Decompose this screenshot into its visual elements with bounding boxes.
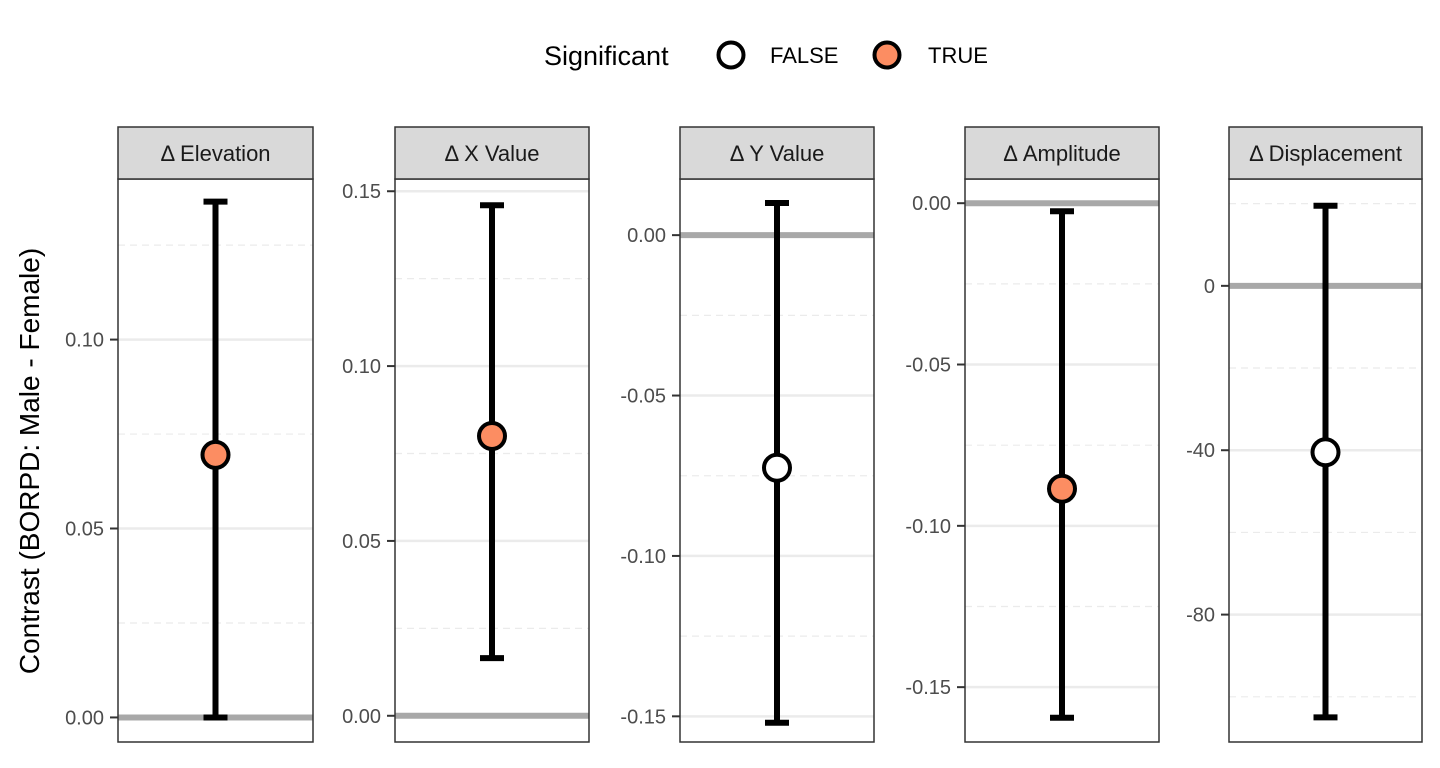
facet-strip-label: Δ X Value [444, 141, 539, 166]
facet-strip [1228, 126, 1423, 180]
point-estimate [1310, 437, 1341, 468]
facet-strip [964, 126, 1160, 180]
y-tick-label: -0.15 [905, 677, 951, 699]
legend-label-false: FALSE [770, 43, 838, 68]
panel-4: 0 -40 -80 Δ Displacement [1186, 126, 1423, 743]
facet-strip-label: Δ Amplitude [1003, 141, 1120, 166]
y-tick-label: -0.05 [620, 386, 666, 408]
facet-strip-label: Δ Displacement [1249, 141, 1402, 166]
panel-1: 0.00 0.05 0.10 0.15 Δ X Value [342, 126, 590, 743]
legend-label-true: TRUE [928, 43, 988, 68]
y-tick-label: 0.00 [342, 706, 381, 728]
legend-key-false [716, 40, 746, 70]
facet-strip [679, 126, 875, 180]
panel-2: 0.00 -0.05 -0.10 -0.15 Δ Y Value [620, 126, 875, 743]
y-tick-label: -0.05 [905, 355, 951, 377]
point-estimate [1047, 473, 1077, 504]
y-tick-label: 0.10 [342, 356, 381, 378]
y-tick-label: 0.00 [627, 225, 666, 247]
point-estimate [200, 439, 231, 470]
legend-title: Significant [544, 41, 669, 71]
y-tick-label: -80 [1186, 605, 1215, 627]
y-tick-label: 0.15 [342, 181, 381, 203]
panel-0: 0.00 0.05 0.10 Δ Elevation [65, 126, 314, 743]
y-tick-label: 0.10 [65, 330, 104, 352]
facet-strip [117, 126, 314, 180]
y-tick-label: 0 [1204, 276, 1215, 298]
y-tick-label: -0.15 [620, 706, 666, 728]
facet-strip [394, 126, 590, 180]
y-tick-label: -0.10 [905, 516, 951, 538]
panel-3: 0.00 -0.05 -0.10 -0.15 Δ Amplitude [905, 126, 1160, 743]
point-estimate [762, 452, 792, 483]
legend: Significant FALSE TRUE [544, 40, 988, 71]
y-tick-label: 0.00 [65, 707, 104, 729]
y-axis-title: Contrast (BORPD: Male - Female) [14, 248, 45, 674]
y-tick-label: -0.10 [620, 546, 666, 568]
point-estimate [477, 421, 507, 452]
legend-key-true [872, 40, 902, 70]
panels: 0.00 0.05 0.10 Δ Elevation 0.00 0.05 0.10 0.15 Δ… [65, 126, 1423, 743]
y-tick-label: 0.00 [912, 193, 951, 215]
facet-strip-label: Δ Elevation [160, 141, 270, 166]
y-tick-label: 0.05 [342, 531, 381, 553]
y-tick-label: -40 [1186, 440, 1215, 462]
y-tick-label: 0.05 [65, 519, 104, 541]
facet-strip-label: Δ Y Value [730, 141, 825, 166]
